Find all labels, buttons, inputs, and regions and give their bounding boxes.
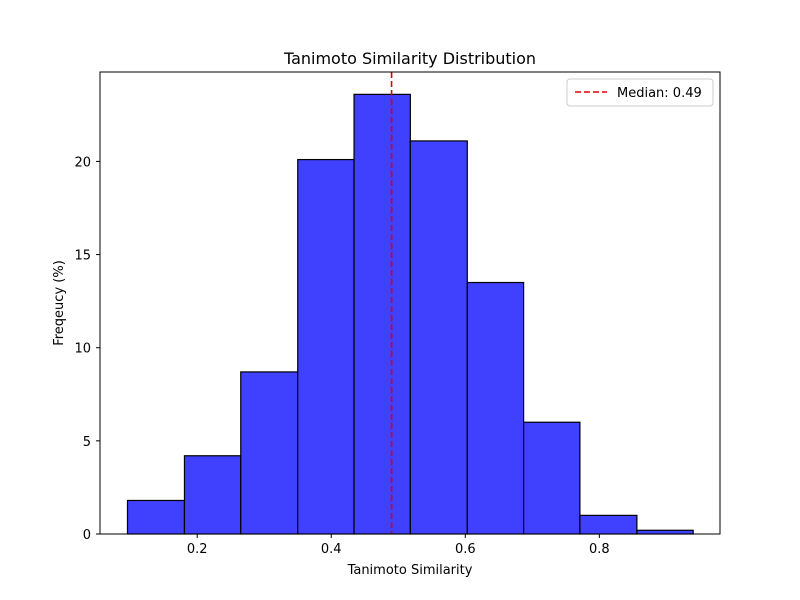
x-tick-label: 0.8 xyxy=(589,542,610,557)
histogram-bar xyxy=(636,529,694,535)
plot-frame xyxy=(99,71,721,535)
x-tick-label: 0.6 xyxy=(455,542,476,557)
legend-box xyxy=(566,78,714,107)
legend: Median: 0.49 xyxy=(566,78,714,107)
histogram-bar xyxy=(297,158,355,535)
y-tick-label: 10 xyxy=(74,342,91,357)
histogram-bar xyxy=(579,514,638,535)
x-axis-label: Tanimoto Similarity xyxy=(347,563,473,578)
x-axis: 0.2 0.4 0.6 0.8 xyxy=(187,534,610,557)
x-tick-label: 0.2 xyxy=(187,542,208,557)
chart-title: Tanimoto Similarity Distribution xyxy=(283,49,536,68)
y-tick-label: 5 xyxy=(83,435,91,450)
legend-median-label: Median: 0.49 xyxy=(617,86,702,101)
histogram-bar xyxy=(126,499,186,535)
y-axis: 0 5 10 15 20 xyxy=(74,155,100,543)
bars-layer xyxy=(126,93,694,535)
x-tick-label: 0.4 xyxy=(321,542,342,557)
histogram-bar xyxy=(466,281,525,535)
y-axis-label: Freqeucy (%) xyxy=(52,260,67,346)
histogram-bar xyxy=(523,421,581,535)
y-tick-label: 15 xyxy=(74,249,91,264)
histogram-bar xyxy=(409,140,468,535)
y-tick-label: 20 xyxy=(74,155,91,170)
y-tick-label: 0 xyxy=(83,528,91,543)
histogram-bar xyxy=(353,93,411,535)
histogram-bar xyxy=(240,371,299,535)
histogram-bar xyxy=(183,455,242,535)
